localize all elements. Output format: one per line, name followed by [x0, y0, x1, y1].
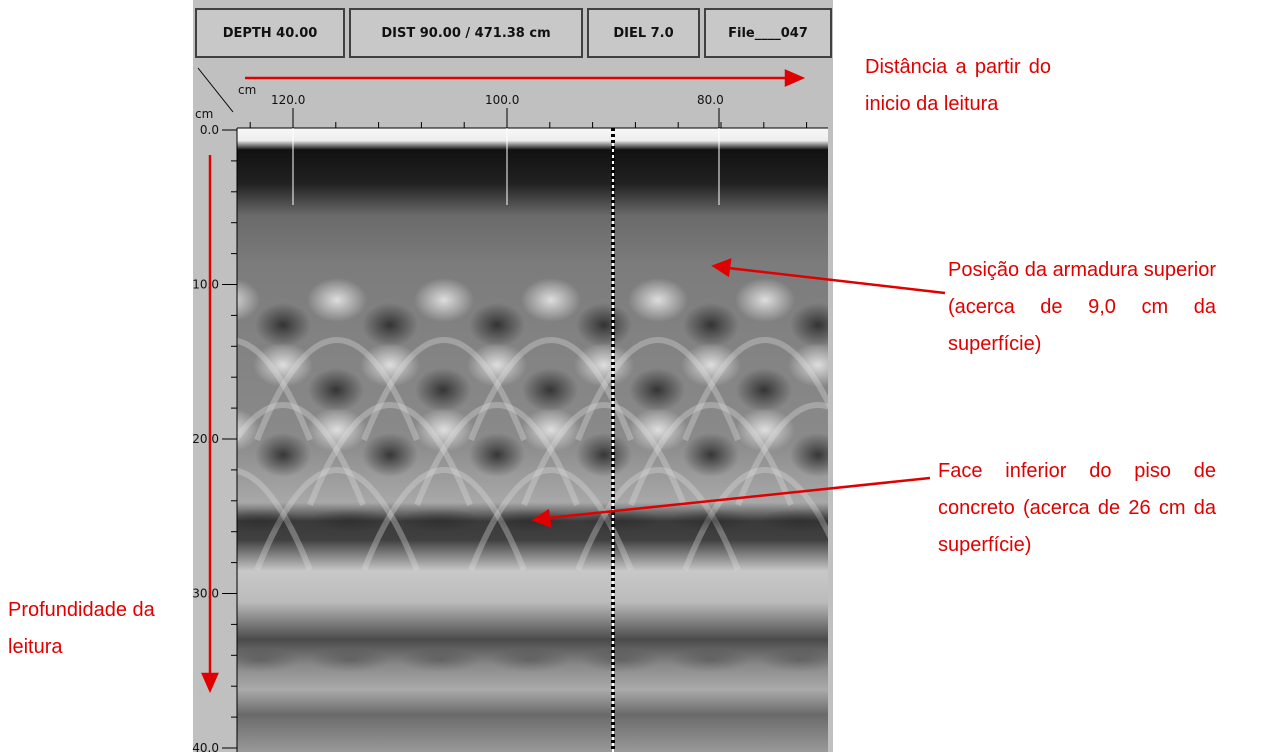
band-spot — [670, 648, 750, 672]
band-spot — [310, 648, 390, 672]
reflection-shadow — [790, 433, 846, 477]
band-spot — [220, 648, 300, 672]
reflection-shadow — [522, 368, 578, 412]
x-tick-label: 120.0 — [271, 93, 305, 107]
reflection-shadow — [576, 433, 632, 477]
x-unit: cm — [238, 83, 256, 97]
reflection — [253, 343, 313, 387]
band-spot — [490, 648, 570, 672]
reflection-shadow — [576, 303, 632, 347]
rebar-note: Posição da armadura superior (acerca de … — [948, 252, 1216, 363]
reflection-shadow — [736, 368, 792, 412]
x-tick-label: 80.0 — [697, 93, 724, 107]
y-unit: cm — [195, 107, 213, 121]
reflection — [467, 343, 527, 387]
band-spot — [400, 648, 480, 672]
y-tick-label: 30.0 — [192, 587, 219, 601]
band-spot — [760, 508, 840, 532]
reflection-shadow — [683, 433, 739, 477]
x-tick-label: 100.0 — [485, 93, 519, 107]
reflection — [360, 343, 420, 387]
reflection-shadow — [362, 433, 418, 477]
arrow-head — [786, 71, 802, 85]
depth-note: Profundidade da leitura — [8, 592, 183, 666]
reflection — [735, 278, 795, 322]
reflection — [414, 408, 474, 452]
arrow-head — [203, 674, 217, 690]
reflection — [307, 278, 367, 322]
band-spot — [310, 508, 390, 532]
page: DEPTH 40.00 DIST 90.00 / 471.38 cm DIEL … — [0, 0, 1267, 752]
reflection-shadow — [255, 433, 311, 477]
band-spot — [490, 508, 570, 532]
reflection-shadow — [308, 368, 364, 412]
reflection — [307, 408, 367, 452]
reflection-shadow — [843, 368, 899, 412]
band-spot — [670, 508, 750, 532]
reflection — [574, 343, 634, 387]
reflection-shadow — [629, 368, 685, 412]
reflection — [735, 408, 795, 452]
reflection-shadow — [255, 303, 311, 347]
reflection — [628, 408, 688, 452]
reflection-shadow — [469, 303, 525, 347]
reflection — [628, 278, 688, 322]
reflection — [521, 278, 581, 322]
reflection-shadow — [362, 303, 418, 347]
reflection-shadow — [469, 433, 525, 477]
reflection — [681, 343, 741, 387]
y-tick-label: 20.0 — [192, 432, 219, 446]
reflection — [788, 343, 848, 387]
reflection — [414, 278, 474, 322]
band-spot — [400, 508, 480, 532]
band-spot — [760, 648, 840, 672]
y-tick-label: 40.0 — [192, 741, 219, 752]
reflection-shadow — [790, 303, 846, 347]
scan-view: cm cm 120.0 100.0 80.0 0.0 10.0 20.0 30.0 40.0 — [0, 0, 1267, 752]
corner-divider — [198, 68, 233, 112]
band-spot — [580, 648, 660, 672]
reflection — [521, 408, 581, 452]
distance-note: Distância a partir do inicio da leitura — [865, 49, 1051, 123]
band-spot — [220, 508, 300, 532]
y-tick-label: 10.0 — [192, 278, 219, 292]
bottom-face-note: Face inferior do piso de concreto (acerc… — [938, 453, 1216, 564]
reflection-shadow — [415, 368, 471, 412]
y-tick-label: 0.0 — [200, 123, 219, 137]
reflection-shadow — [683, 303, 739, 347]
